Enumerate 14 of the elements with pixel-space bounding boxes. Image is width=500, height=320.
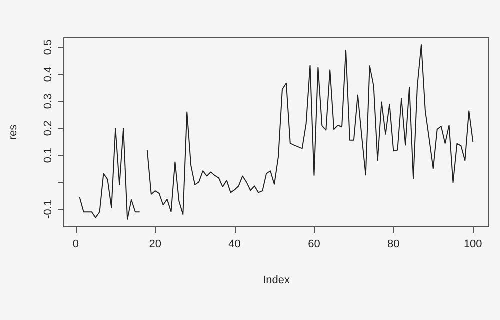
x-tick-label: 20 xyxy=(149,238,162,250)
y-tick-label: 0.5 xyxy=(42,40,54,56)
x-tick-label: 100 xyxy=(464,238,482,250)
y-tick-label: 0.3 xyxy=(42,94,54,110)
y-tick-label: 0.2 xyxy=(42,120,54,136)
x-tick-label: 60 xyxy=(308,238,320,250)
y-tick-label: 0.1 xyxy=(42,148,54,164)
x-tick-label: 40 xyxy=(228,238,241,250)
y-axis-title: res xyxy=(8,124,20,140)
x-axis-title: Index xyxy=(263,274,290,286)
x-tick-label: 0 xyxy=(72,238,79,250)
y-tick-label: -0.1 xyxy=(42,200,54,219)
x-tick-label: 80 xyxy=(388,238,400,250)
y-tick-label: 0.4 xyxy=(42,66,54,82)
